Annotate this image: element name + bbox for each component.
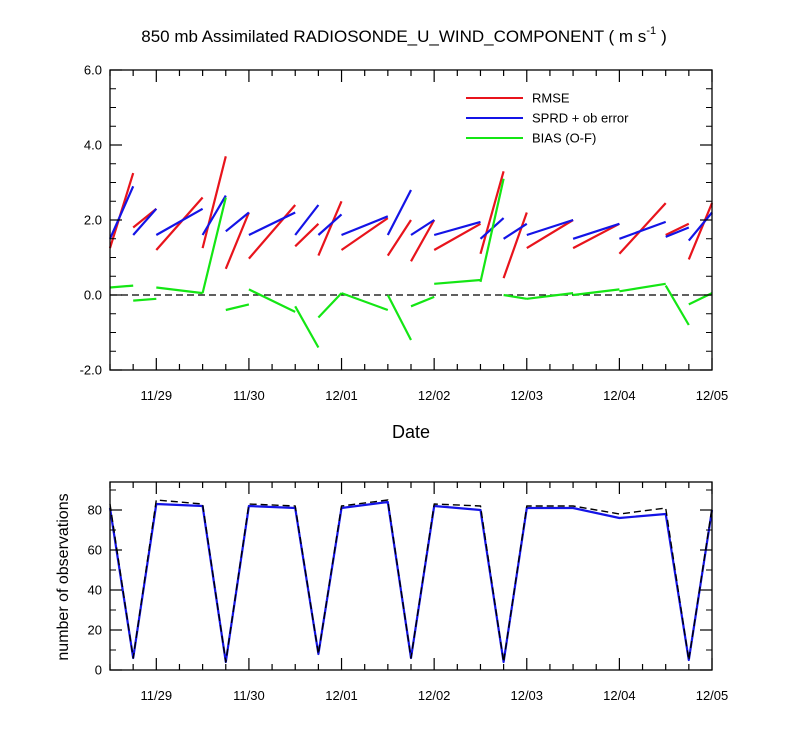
bottom-xtick-label: 12/03: [510, 688, 543, 703]
series-line-sprd-ob-error: [108, 185, 713, 242]
top-xtick-label: 12/05: [696, 388, 729, 403]
y-axis-label-observations: number of observations: [55, 493, 72, 660]
bottom-ytick-label: 40: [88, 583, 102, 598]
top-xtick-label: 11/29: [141, 388, 173, 403]
bottom-ytick-label: 0: [95, 663, 102, 678]
chart-title: 850 mb Assimilated RADIOSONDE_U_WIND_COM…: [141, 25, 667, 46]
bottom-plot-frame: [109, 481, 713, 671]
top-panel: -2.0 0.0 2.0 4.0 6.0 11/29 11/30 12/01 12/02 12/…: [80, 63, 729, 443]
chart-title-exponent: -1: [646, 25, 656, 37]
top-xtick-label: 12/04: [603, 388, 636, 403]
top-ytick-label: 4.0: [84, 138, 102, 153]
series-line-bias-o-f: [109, 178, 713, 349]
obs-line-assimilated: [108, 500, 714, 664]
bottom-xtick-label: 12/01: [325, 688, 358, 703]
chart-title-main: 850 mb Assimilated RADIOSONDE_U_WIND_COM…: [141, 27, 646, 46]
bottom-xtick-label: 12/04: [603, 688, 636, 703]
top-xtick-label: 12/01: [325, 388, 358, 403]
legend: RMSE SPRD + ob error BIAS (O-F): [466, 91, 629, 146]
obs-line-possible: [109, 499, 713, 663]
legend-label: BIAS (O-F): [532, 131, 596, 146]
bottom-xtick-label: 12/02: [418, 688, 451, 703]
top-xtick-label: 11/30: [233, 388, 265, 403]
chart-title-close: ): [661, 27, 667, 46]
top-xtick-label: 12/02: [418, 388, 451, 403]
top-ytick-label: 6.0: [84, 63, 102, 78]
bottom-xtick-label: 11/29: [141, 688, 173, 703]
bottom-ytick-label: 80: [88, 503, 102, 518]
series-line-rmse: [108, 156, 714, 279]
bottom-ytick-label: 60: [88, 543, 102, 558]
bottom-xtick-label: 11/30: [233, 688, 265, 703]
top-xtick-label: 12/03: [510, 388, 543, 403]
legend-label: RMSE: [532, 91, 570, 106]
bottom-panel: 0 20 40 60 80 11/29 11/30 12/01 12/02 12/03 12/04…: [55, 481, 729, 703]
top-ytick-label: -2.0: [80, 363, 102, 378]
top-plot-frame: [109, 69, 713, 371]
top-ytick-label: 0.0: [84, 288, 102, 303]
x-axis-label: Date: [392, 422, 430, 442]
bottom-ytick-label: 20: [88, 623, 102, 638]
top-ytick-label: 2.0: [84, 213, 102, 228]
bottom-xtick-label: 12/05: [696, 688, 729, 703]
legend-label: SPRD + ob error: [532, 111, 629, 126]
